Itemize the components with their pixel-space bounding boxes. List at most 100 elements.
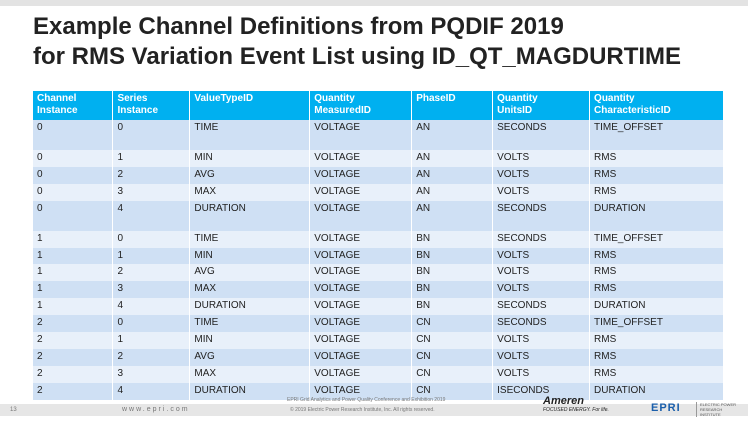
table-cell: VOLTAGE — [309, 332, 413, 349]
column-header: Quantity UnitsID — [492, 91, 591, 120]
table-cell: TIME_OFFSET — [589, 120, 724, 150]
table-cell: MIN — [189, 332, 311, 349]
table-cell: MAX — [189, 183, 311, 201]
table-cell: TIME_OFFSET — [589, 315, 724, 333]
table-cell: VOLTAGE — [309, 230, 413, 248]
column-header-line: PhaseID — [416, 93, 456, 104]
table-cell: SECONDS — [492, 230, 591, 248]
column-header-line: MeasuredID — [314, 105, 371, 116]
table-cell: 4 — [112, 382, 191, 400]
table-cell: VOLTS — [492, 281, 591, 299]
epri-logo: EPRI — [651, 402, 681, 414]
table-cell: VOLTAGE — [309, 183, 413, 201]
table-row: 0 1 MIN VOLTAGE AN VOLTS RMS — [33, 150, 724, 167]
table-cell: DURATION — [189, 298, 311, 316]
table-cell: 1 — [112, 332, 191, 349]
table-cell: VOLTAGE — [309, 382, 413, 400]
table-cell: DURATION — [189, 200, 311, 231]
table-cell: AN — [411, 166, 494, 184]
table-cell: SECONDS — [492, 200, 591, 231]
title-line-1: Example Channel Definitions from PQDIF 2… — [33, 13, 564, 40]
table-row: 2 4 DURATION VOLTAGE CN ISECONDS DURATION — [33, 382, 724, 400]
table-row: 1 4 DURATION VOLTAGE BN SECONDS DURATION — [33, 298, 724, 316]
table-cell: 0 — [112, 315, 191, 333]
column-header-line: Channel — [37, 93, 77, 104]
table-cell: VOLTAGE — [309, 298, 413, 316]
column-header-line: Series — [117, 93, 148, 104]
top-bar — [0, 0, 748, 6]
footer-url: www.epri.com — [122, 406, 190, 413]
epri-logo-text: ELECTRIC POWER RESEARCH INSTITUTE — [696, 402, 736, 417]
column-header-line: Instance — [37, 105, 78, 116]
column-header: Quantity MeasuredID — [309, 91, 413, 120]
column-header: ValueTypeID — [189, 91, 311, 120]
table-cell: 3 — [112, 365, 191, 383]
table-cell: VOLTAGE — [309, 348, 413, 366]
table-cell: TIME — [189, 315, 311, 333]
table-cell: RMS — [589, 183, 724, 201]
table-cell: VOLTAGE — [309, 264, 413, 282]
table-cell: BN — [411, 298, 494, 316]
table-cell: RMS — [589, 150, 724, 167]
table-cell: DURATION — [189, 382, 311, 400]
footer-conference: EPRI Grid Analytics and Power Quality Co… — [287, 397, 446, 403]
table-cell: VOLTS — [492, 183, 591, 201]
table-cell: CN — [411, 315, 494, 333]
table-row: 1 0 TIME VOLTAGE BN SECONDS TIME_OFFSET — [33, 230, 724, 248]
table-cell: 0 — [112, 230, 191, 248]
table-cell: DURATION — [589, 298, 724, 316]
table-cell: SECONDS — [492, 315, 591, 333]
page-number: 13 — [10, 407, 17, 413]
table-cell: VOLTAGE — [309, 150, 413, 167]
table-cell: AN — [411, 183, 494, 201]
table-cell: VOLTS — [492, 348, 591, 366]
table-cell: VOLTAGE — [309, 166, 413, 184]
table-cell: TIME — [189, 230, 311, 248]
table-cell: 0 — [112, 120, 191, 150]
table-cell: CN — [411, 348, 494, 366]
table-cell: 0 — [33, 150, 114, 167]
ameren-logo: Ameren FOCUSED ENERGY. For life. — [543, 395, 609, 413]
table-cell: DURATION — [589, 382, 724, 400]
table-cell: AVG — [189, 264, 311, 282]
table-cell: MIN — [189, 150, 311, 167]
table-cell: 1 — [33, 230, 114, 248]
table-cell: SECONDS — [492, 298, 591, 316]
table-cell: 2 — [112, 264, 191, 282]
table-cell: 4 — [112, 298, 191, 316]
table-cell: RMS — [589, 365, 724, 383]
table-cell: 2 — [112, 348, 191, 366]
table-row: 0 4 DURATION VOLTAGE AN SECONDS DURATION — [33, 200, 724, 231]
table-cell: VOLTAGE — [309, 200, 413, 231]
column-header-line: Quantity — [314, 93, 355, 104]
footer-copyright: © 2019 Electric Power Research Institute… — [290, 407, 435, 413]
table-row: 0 2 AVG VOLTAGE AN VOLTS RMS — [33, 166, 724, 184]
table-cell: AN — [411, 200, 494, 231]
column-header-line: ValueTypeID — [194, 93, 254, 104]
table-cell: 1 — [112, 247, 191, 265]
table-cell: VOLTS — [492, 332, 591, 349]
table-cell: AN — [411, 120, 494, 150]
table-row: 1 3 MAX VOLTAGE BN VOLTS RMS — [33, 281, 724, 299]
table-row: 2 2 AVG VOLTAGE CN VOLTS RMS — [33, 348, 724, 366]
table-cell: VOLTAGE — [309, 247, 413, 265]
table-cell: VOLTS — [492, 365, 591, 383]
table-cell: VOLTAGE — [309, 120, 413, 150]
table-row: 1 2 AVG VOLTAGE BN VOLTS RMS — [33, 264, 724, 282]
slide-title: Example Channel Definitions from PQDIF 2… — [33, 12, 681, 72]
table-cell: VOLTS — [492, 166, 591, 184]
column-header: Channel Instance — [33, 91, 114, 120]
table-cell: TIME — [189, 120, 311, 150]
column-header-line: CharacteristicID — [594, 105, 671, 116]
table-row: 2 0 TIME VOLTAGE CN SECONDS TIME_OFFSET — [33, 315, 724, 333]
table-cell: BN — [411, 247, 494, 265]
table-row: 0 3 MAX VOLTAGE AN VOLTS RMS — [33, 183, 724, 201]
table-cell: 4 — [112, 200, 191, 231]
table-cell: CN — [411, 365, 494, 383]
table-row: 2 3 MAX VOLTAGE CN VOLTS RMS — [33, 365, 724, 383]
table-cell: 2 — [112, 166, 191, 184]
table-cell: 1 — [33, 247, 114, 265]
column-header-line: Quantity — [497, 93, 538, 104]
column-header-line: UnitsID — [497, 105, 533, 116]
table-cell: CN — [411, 382, 494, 400]
